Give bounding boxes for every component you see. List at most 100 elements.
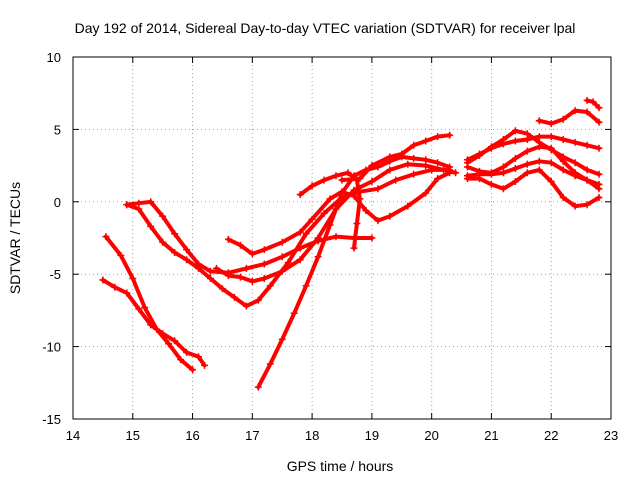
- data-point: [183, 348, 191, 356]
- data-point: [224, 272, 232, 280]
- data-point: [583, 176, 591, 184]
- data-point: [296, 191, 304, 199]
- x-tick-label: 17: [245, 428, 259, 443]
- data-point: [302, 230, 310, 238]
- data-point: [595, 194, 603, 201]
- data-point: [248, 250, 256, 258]
- data-point: [583, 108, 591, 116]
- data-point: [535, 117, 543, 125]
- data-point: [511, 127, 519, 135]
- data-point: [368, 178, 376, 185]
- data-point: [201, 361, 208, 369]
- data-point: [434, 175, 442, 183]
- data-point: [207, 275, 214, 282]
- data-point: [171, 249, 179, 256]
- data-point: [332, 172, 340, 180]
- data-point: [386, 212, 394, 220]
- data-point: [123, 201, 131, 209]
- y-tick-label: 0: [54, 195, 61, 210]
- data-point: [571, 202, 579, 210]
- data-point: [278, 267, 286, 275]
- data-point: [213, 264, 220, 272]
- data-point: [326, 195, 334, 203]
- data-point: [117, 251, 125, 259]
- series-line: [214, 162, 458, 284]
- data-point: [129, 275, 137, 282]
- data-point: [422, 156, 430, 164]
- series-trace-9: [338, 131, 454, 184]
- data-point: [440, 166, 448, 174]
- data-point: [547, 133, 555, 141]
- data-point: [153, 325, 161, 333]
- series-layer: [99, 96, 603, 391]
- data-point: [571, 159, 579, 167]
- y-axis-title: SDTVAR / TECUs: [7, 182, 23, 294]
- data-point: [589, 98, 597, 106]
- data-point: [499, 169, 507, 177]
- data-point: [290, 309, 298, 317]
- x-tick-label: 19: [365, 428, 379, 443]
- data-point: [296, 228, 304, 236]
- data-point: [236, 273, 244, 281]
- data-point: [135, 305, 143, 313]
- data-point: [446, 131, 454, 139]
- data-point: [559, 157, 567, 165]
- data-point: [207, 267, 214, 275]
- data-point: [242, 264, 250, 272]
- data-point: [464, 172, 471, 180]
- x-tick-labels: 14 15 16 17 18 19 20 21 22 23: [66, 428, 618, 443]
- data-point: [571, 172, 579, 180]
- x-tick-label: 21: [484, 428, 498, 443]
- data-point: [368, 234, 376, 242]
- data-point: [284, 259, 292, 267]
- data-point: [410, 154, 418, 162]
- data-point: [254, 383, 262, 391]
- data-point: [356, 195, 364, 203]
- data-point: [547, 178, 555, 185]
- data-point: [487, 170, 495, 178]
- data-point: [559, 166, 567, 174]
- data-point: [583, 166, 591, 174]
- data-point: [159, 238, 167, 246]
- data-point: [535, 157, 543, 165]
- data-point: [320, 209, 328, 217]
- x-tick-label: 18: [305, 428, 319, 443]
- data-point: [338, 189, 346, 197]
- data-point: [464, 156, 471, 164]
- data-point: [583, 141, 591, 149]
- data-point: [386, 166, 394, 174]
- series-trace-13: [464, 157, 603, 193]
- data-point: [595, 170, 603, 178]
- data-point: [177, 356, 185, 364]
- data-point: [135, 205, 143, 213]
- data-point: [422, 189, 430, 197]
- data-point: [595, 144, 603, 152]
- data-point: [183, 256, 191, 264]
- data-point: [571, 138, 579, 146]
- data-point: [595, 118, 603, 126]
- data-point: [99, 276, 107, 284]
- data-point: [344, 169, 352, 177]
- y-tick-label: 5: [54, 122, 61, 137]
- data-point: [350, 244, 358, 252]
- data-point: [195, 264, 202, 272]
- data-point: [296, 256, 304, 264]
- data-point: [595, 104, 603, 112]
- y-tick-label: -10: [42, 340, 61, 355]
- x-axis-title: GPS time / hours: [287, 458, 394, 474]
- x-tick-label: 16: [185, 428, 199, 443]
- y-tick-labels: -15 -10 -5 0 5 10: [42, 50, 61, 427]
- data-point: [386, 153, 394, 161]
- data-point: [434, 159, 442, 167]
- data-point: [266, 282, 274, 290]
- data-point: [248, 277, 256, 285]
- data-point: [302, 282, 310, 290]
- data-point: [111, 283, 119, 291]
- data-point: [260, 260, 268, 268]
- data-point: [571, 107, 579, 115]
- data-point: [583, 201, 591, 209]
- data-point: [362, 207, 370, 214]
- data-point: [356, 175, 364, 183]
- series-trace-16: [583, 96, 603, 112]
- data-point: [165, 340, 173, 348]
